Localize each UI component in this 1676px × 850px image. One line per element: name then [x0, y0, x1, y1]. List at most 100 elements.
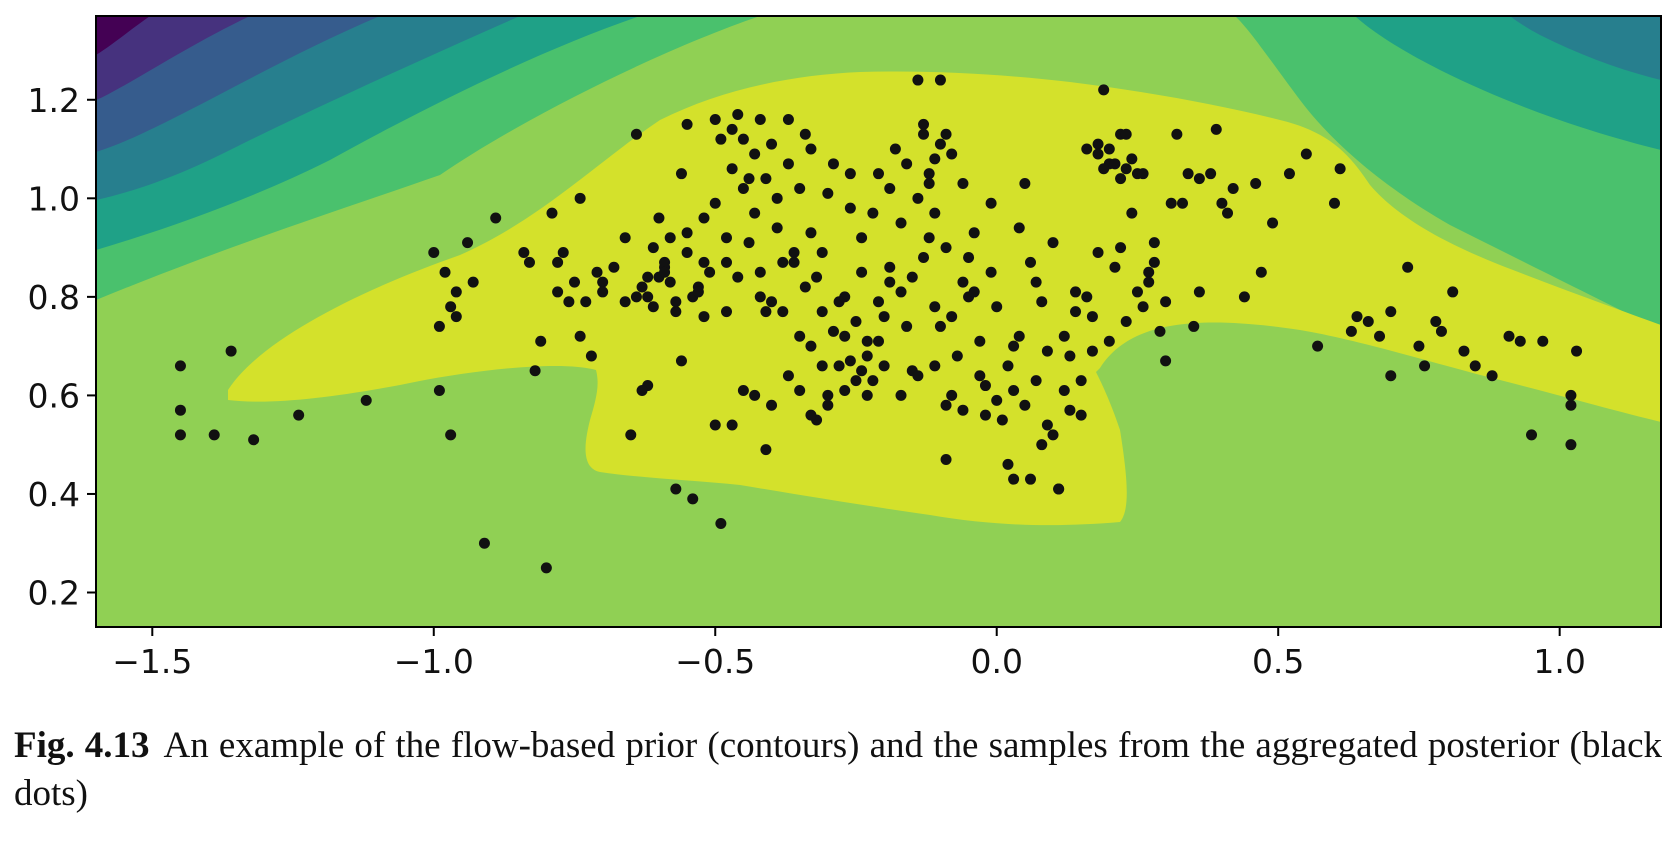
sample-point — [1154, 325, 1166, 337]
sample-point — [1092, 138, 1104, 150]
sample-point — [546, 207, 558, 219]
sample-point — [906, 271, 918, 283]
sample-point — [861, 350, 873, 362]
sample-point — [529, 365, 541, 377]
sample-point — [968, 227, 980, 239]
sample-point — [895, 217, 907, 229]
sample-point — [1115, 242, 1127, 254]
sample-point — [709, 113, 721, 125]
sample-point — [450, 311, 462, 323]
contour-level-band — [96, 16, 250, 100]
sample-point — [704, 266, 716, 278]
sample-point — [991, 301, 1003, 313]
sample-point — [653, 212, 665, 224]
sample-point — [912, 74, 924, 86]
sample-point — [1328, 197, 1340, 209]
sample-point — [822, 187, 834, 199]
sample-point — [1267, 217, 1279, 229]
sample-point — [856, 365, 868, 377]
sample-point — [664, 276, 676, 288]
sample-point — [901, 158, 913, 170]
sample-point — [844, 168, 856, 180]
sample-point — [934, 138, 946, 150]
sample-point — [1469, 360, 1481, 372]
sample-point — [884, 276, 896, 288]
sample-point — [675, 168, 687, 180]
sample-point — [1514, 335, 1526, 347]
sample-point — [934, 320, 946, 332]
sample-point — [833, 360, 845, 372]
sample-point — [1283, 168, 1295, 180]
sample-point — [833, 296, 845, 308]
sample-point — [552, 286, 564, 298]
sample-point — [467, 276, 479, 288]
sample-point — [557, 247, 569, 259]
sample-point — [934, 74, 946, 86]
sample-point — [433, 384, 445, 396]
sample-point — [861, 335, 873, 347]
figure-caption: Fig. 4.13 An example of the flow-based pr… — [14, 722, 1662, 818]
sample-point — [754, 113, 766, 125]
sample-point — [979, 380, 991, 392]
sample-point — [974, 335, 986, 347]
sample-point — [692, 286, 704, 298]
sample-point — [1182, 168, 1194, 180]
sample-point — [827, 158, 839, 170]
sample-point — [619, 296, 631, 308]
sample-point — [681, 247, 693, 259]
sample-point — [985, 266, 997, 278]
sample-point — [450, 286, 462, 298]
y-tick-label: 1.0 — [28, 179, 80, 218]
sample-point — [771, 222, 783, 234]
sample-point — [856, 266, 868, 278]
sample-point — [929, 207, 941, 219]
sample-point — [580, 296, 592, 308]
sample-point — [946, 389, 958, 401]
sample-point — [1081, 143, 1093, 155]
sample-point — [1238, 291, 1250, 303]
sample-point — [873, 296, 884, 308]
sample-point — [1120, 163, 1132, 175]
x-tick-label: 0.0 — [970, 642, 1022, 681]
sample-point — [1171, 128, 1183, 140]
sample-point — [591, 266, 603, 278]
sample-point — [1092, 247, 1104, 259]
sample-point — [630, 291, 642, 303]
sample-point — [608, 261, 620, 273]
caption-label: Fig. 4.13 — [14, 725, 150, 766]
sample-point — [979, 409, 991, 421]
sample-point — [1385, 370, 1397, 382]
y-tick-label: 0.8 — [28, 278, 80, 317]
sample-point — [799, 128, 811, 140]
sample-point — [844, 355, 856, 367]
sample-point — [760, 444, 772, 456]
sample-point — [737, 182, 749, 194]
sample-point — [1024, 256, 1036, 268]
sample-point — [901, 320, 913, 332]
sample-point — [749, 389, 761, 401]
sample-point — [636, 384, 648, 396]
sample-point — [1019, 399, 1031, 411]
sample-point — [839, 384, 851, 396]
sample-point — [698, 256, 710, 268]
sample-point — [490, 212, 502, 224]
sample-point — [540, 562, 552, 574]
sample-point — [1109, 261, 1121, 273]
sample-point — [878, 360, 890, 372]
sample-point — [929, 360, 941, 372]
sample-point — [985, 197, 997, 209]
sample-point — [946, 148, 958, 160]
sample-point — [816, 247, 828, 259]
aggregated-posterior-samples — [174, 74, 1583, 574]
sample-point — [929, 301, 941, 313]
sample-point — [698, 212, 710, 224]
sample-point — [867, 207, 879, 219]
sample-point — [788, 247, 800, 259]
sample-point — [681, 118, 693, 130]
sample-point — [766, 138, 778, 150]
sample-point — [850, 316, 862, 327]
sample-point — [844, 202, 856, 214]
sample-point — [766, 399, 778, 411]
sample-point — [1030, 276, 1042, 288]
sample-point — [552, 256, 564, 268]
